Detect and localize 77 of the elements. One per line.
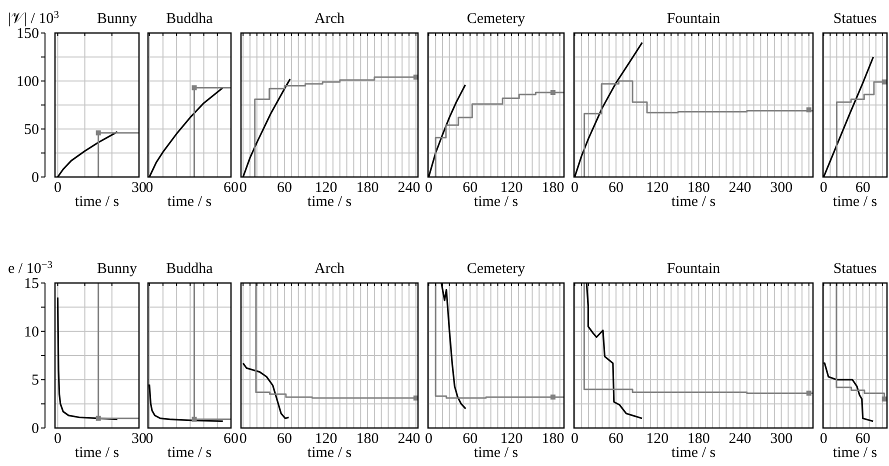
line-series [56,296,118,420]
x-tick-label: 0 [424,180,432,196]
x-tick-label: 120 [646,180,669,196]
x-tick-label: 0 [820,431,828,447]
x-axis-title: time / s [832,445,878,461]
x-tick-label: 60 [224,431,238,447]
y-tick-label: 10 [24,324,39,340]
y-tick-label: 150 [16,26,39,42]
x-tick-label: 240 [398,180,420,196]
chart-title: Bunny [96,11,138,27]
x-tick-label: 120 [500,180,523,196]
x-tick-label: 30 [132,180,146,196]
y-tick-label: 15 [24,276,39,292]
x-tick-label: 60 [608,180,624,196]
x-tick-label: 180 [356,180,379,196]
x-tick-label: 240 [728,431,752,447]
x-tick-label: 120 [314,180,338,196]
chart-title: Statues [833,11,877,27]
x-tick-label: 120 [500,431,523,447]
x-tick-label: 240 [728,180,752,196]
x-tick-label: 0 [424,431,432,447]
x-tick-label: 300 [770,180,793,196]
x-axis-title: time / s [167,445,212,461]
x-tick-label: 240 [398,431,420,447]
x-axis-title: time / s [307,194,352,210]
x-tick-label: 60 [855,180,870,196]
chart-title: Fountain [666,261,721,277]
chart-title: Buddha [166,261,214,277]
chart-title: Bunny [96,261,138,277]
x-tick-label: 60 [608,431,624,447]
chart-title: Cemetery [466,261,526,277]
x-tick-label: 180 [687,431,710,447]
x-axis-title: time / s [167,194,212,210]
y-tick-label: 0 [32,170,39,186]
x-tick-label: 60 [462,431,478,447]
x-tick-label: 0 [239,180,247,196]
x-tick-label: 60 [277,431,292,447]
chart-title: Buddha [166,11,214,27]
x-tick-label: 180 [356,431,379,447]
x-axis-title: time / s [74,445,120,461]
x-tick-label: 0 [54,180,62,196]
x-tick-label: 180 [542,180,564,196]
x-tick-label: 0 [239,431,247,447]
x-axis-title: time / s [671,445,716,461]
x-tick-label: 0 [570,431,578,447]
x-tick-label: 120 [314,431,338,447]
x-tick-label: 30 [132,431,146,447]
x-axis-title: time / s [74,194,120,210]
y-tick-label: 5 [32,372,39,389]
x-axis-title: time / s [832,194,878,210]
chart-title: Fountain [666,11,721,27]
y-tick-label: 0 [32,421,39,437]
chart-title: Arch [314,11,345,27]
y-axis-title: |𝒱| / 10$^{3}$ [8,10,59,27]
x-axis-title: time / s [474,194,518,210]
y-axis-title: e / 10$^{−3}$ [8,260,52,277]
x-tick-label: 0 [146,180,154,196]
x-tick-label: 0 [54,431,62,447]
y-tick-label: 100 [16,74,39,90]
chart-title: Statues [833,261,877,277]
x-tick-label: 60 [224,180,238,196]
x-tick-label: 0 [146,431,154,447]
chart-title: Arch [314,261,345,277]
chart-title: Cemetery [466,11,526,27]
x-tick-label: 0 [820,180,828,196]
x-axis-title: time / s [474,445,518,461]
x-tick-label: 120 [646,431,669,447]
x-tick-label: 60 [855,431,870,447]
x-tick-label: 300 [770,431,793,447]
x-tick-label: 180 [542,431,564,447]
x-tick-label: 0 [570,180,578,196]
x-axis-title: time / s [671,194,716,210]
x-tick-label: 60 [462,180,478,196]
x-tick-label: 60 [277,180,292,196]
x-tick-label: 180 [687,180,710,196]
x-axis-title: time / s [307,445,352,461]
y-tick-label: 50 [24,122,39,138]
